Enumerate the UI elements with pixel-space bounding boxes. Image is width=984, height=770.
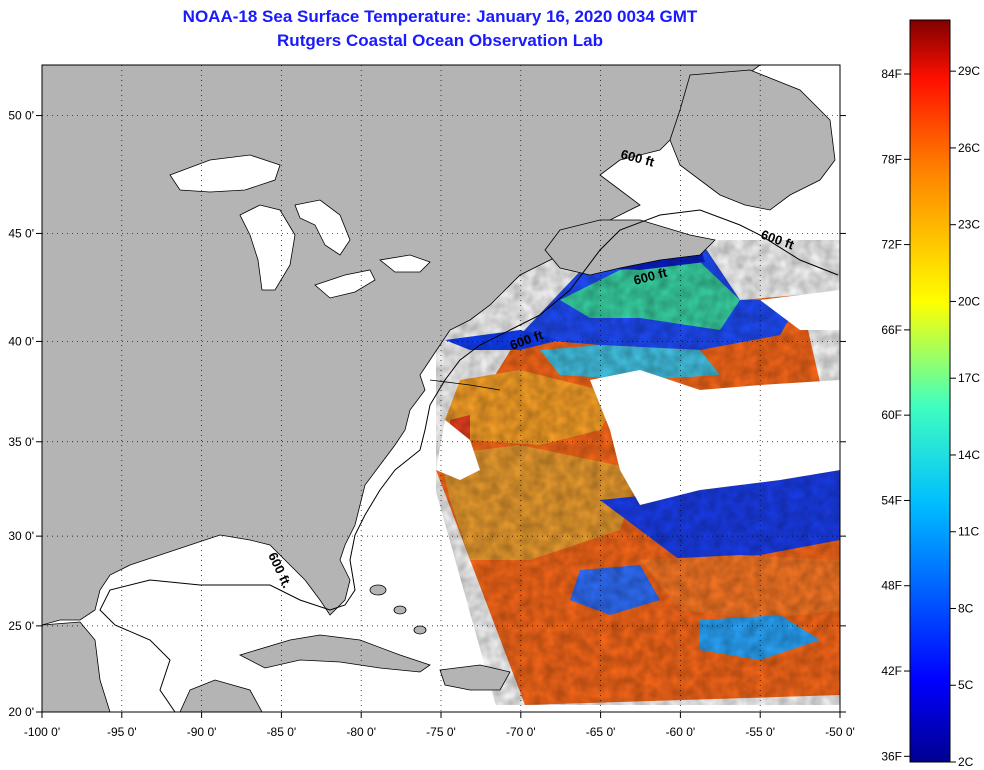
celsius-tick-label: 29C	[958, 64, 980, 78]
fahrenheit-tick-label: 72F	[881, 238, 902, 252]
lon-tick-label: -70 0'	[506, 725, 536, 739]
celsius-tick-label: 20C	[958, 294, 980, 308]
depth-contour-600ft	[99, 209, 839, 712]
celsius-tick-label: 26C	[958, 141, 980, 155]
lat-tick-label: 50 0'	[8, 109, 34, 123]
celsius-tick-label: 8C	[958, 601, 974, 615]
celsius-tick-label: 2C	[958, 755, 974, 769]
lon-tick-label: -100 0'	[24, 725, 60, 739]
fahrenheit-tick-label: 48F	[881, 579, 902, 593]
great-lakes	[169, 154, 431, 299]
map-title: NOAA-18 Sea Surface Temperature: January…	[182, 7, 698, 26]
celsius-tick-label: 11C	[958, 525, 979, 539]
lat-tick-label: 35 0'	[8, 435, 34, 449]
lon-tick-label: -85 0'	[267, 725, 297, 739]
lat-tick-label: 25 0'	[8, 619, 34, 633]
fahrenheit-tick-label: 66F	[881, 323, 902, 337]
map-panel: 600 ft. 600 ft 600 ft 600 ft 600 ft	[42, 65, 840, 712]
fahrenheit-tick-label: 60F	[881, 408, 902, 422]
longitude-axis: -100 0' -95 0' -90 0' -85 0' -80 0' -75 0' -70…	[24, 712, 855, 739]
lon-tick-label: -50 0'	[825, 725, 855, 739]
fahrenheit-tick-label: 42F	[881, 664, 902, 678]
latitude-axis: 50 0' 45 0' 40 0' 35 0' 30 0' 25 0' 20 0'	[8, 109, 846, 719]
map-subtitle: Rutgers Coastal Ocean Observation Lab	[277, 31, 603, 50]
fahrenheit-tick-label: 54F	[881, 493, 902, 507]
lat-tick-label: 40 0'	[8, 334, 34, 348]
celsius-tick-label: 5C	[958, 678, 974, 692]
celsius-tick-label: 17C	[958, 371, 980, 385]
lon-tick-label: -60 0'	[666, 725, 696, 739]
colorbar-fahrenheit-labels: 84F 78F 72F 66F 60F 54F 48F 42F 36F	[881, 67, 910, 763]
fahrenheit-tick-label: 78F	[881, 152, 902, 166]
celsius-tick-label: 23C	[958, 218, 980, 232]
lon-tick-label: -80 0'	[346, 725, 376, 739]
lon-tick-label: -90 0'	[187, 725, 217, 739]
graticule	[42, 65, 840, 712]
lat-tick-label: 20 0'	[8, 705, 34, 719]
lat-tick-label: 45 0'	[8, 226, 34, 240]
colorbar-gradient	[909, 19, 951, 763]
colorbar-celsius-labels: 29C 26C 23C 20C 17C 14C 11C 8C 5C 2C	[950, 64, 980, 769]
fahrenheit-tick-label: 36F	[881, 749, 902, 763]
fahrenheit-tick-label: 84F	[881, 67, 902, 81]
lon-tick-label: -75 0'	[426, 725, 456, 739]
celsius-tick-label: 14C	[958, 448, 980, 462]
land-masses	[42, 65, 836, 712]
colorbar: 84F 78F 72F 66F 60F 54F 48F 42F 36F 29C 26C 23C 20C…	[881, 19, 980, 769]
lon-tick-label: -95 0'	[107, 725, 137, 739]
lat-tick-label: 30 0'	[8, 529, 34, 543]
lon-tick-label: -55 0'	[745, 725, 775, 739]
lon-tick-label: -65 0'	[586, 725, 616, 739]
secondary-contour	[429, 379, 501, 391]
